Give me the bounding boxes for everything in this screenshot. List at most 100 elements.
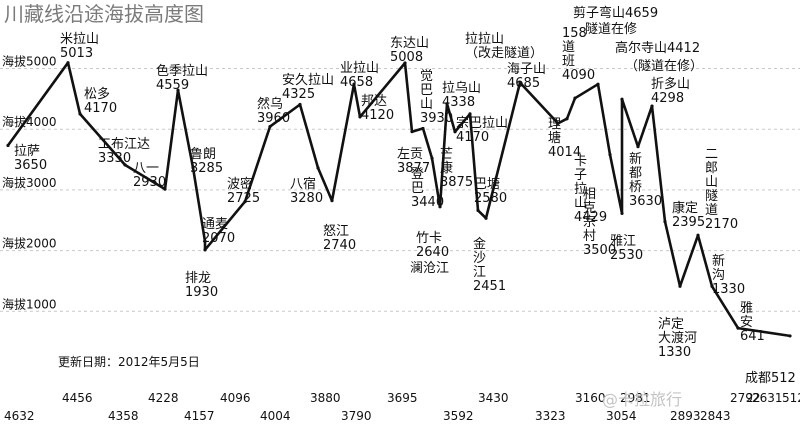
data-point xyxy=(518,81,522,85)
data-point xyxy=(330,199,334,203)
gridlines xyxy=(0,68,800,312)
point-label: 拉乌山 4338 xyxy=(442,80,481,110)
point-label: 左贡 3877 xyxy=(397,147,430,176)
data-point xyxy=(352,82,356,86)
point-label: 理塘 4014 xyxy=(548,117,581,160)
data-point xyxy=(468,112,472,116)
point-label: 排龙 1930 xyxy=(185,271,218,300)
data-point xyxy=(636,145,640,149)
mileage-marker: 512 xyxy=(782,391,800,405)
point-label: 拉萨 3650 xyxy=(14,144,47,173)
point-label: 宗巴拉山 4170 xyxy=(456,115,508,145)
mileage-marker: 3790 xyxy=(341,409,372,423)
point-label: 松多 4170 xyxy=(84,86,117,116)
point-label: 八一 2930 xyxy=(133,161,166,190)
data-point xyxy=(203,248,207,252)
point-label: 成都512 xyxy=(745,371,796,386)
data-point xyxy=(438,205,442,209)
data-point xyxy=(403,61,407,65)
point-label: 然乌 3960 xyxy=(257,96,290,126)
data-point xyxy=(123,163,127,167)
point-label: 二郎山隧道 2170 xyxy=(705,147,738,232)
data-point xyxy=(556,121,560,125)
point-label: 觉巴山 3930 xyxy=(420,69,453,126)
data-point xyxy=(243,199,247,204)
data-point xyxy=(736,326,740,330)
point-label: 海子山 4685 xyxy=(507,62,546,91)
point-label: 158 道班 4090 xyxy=(562,26,595,83)
data-point xyxy=(78,112,82,116)
y-axis-ticks: 海拔5000 海拔4000 海拔3000 海拔2000 海拔1000 xyxy=(2,54,57,312)
point-label: 业拉山 4658 xyxy=(340,61,379,90)
point-label: 鲁朗 3285 xyxy=(190,147,223,176)
mileage-marker: 4632 xyxy=(4,409,35,423)
mileage-marker: 2792 xyxy=(730,391,761,405)
point-label: 相克宗村 3500 xyxy=(583,187,616,258)
y-tick-label: 海拔3000 xyxy=(2,175,57,190)
mileage-marker: 3430 xyxy=(478,391,509,405)
point-label: 拉拉山（改走隧道） xyxy=(465,32,543,61)
chart-title: 川藏线沿途海拔高度图 xyxy=(4,2,204,26)
data-point xyxy=(66,61,70,65)
mileage-marker: 3054 xyxy=(606,409,637,423)
point-label: 澜沧江 xyxy=(410,260,449,276)
y-tick-label: 海拔4000 xyxy=(2,114,57,129)
data-point xyxy=(421,126,425,131)
point-label: 波密 2725 xyxy=(227,176,260,206)
point-label: 怒江 2740 xyxy=(323,224,356,253)
data-point xyxy=(163,187,167,191)
point-label: （隧道在修） xyxy=(625,58,703,74)
point-label: 康定 2395 xyxy=(672,200,705,230)
point-label: 八宿 3280 xyxy=(290,176,323,206)
data-point xyxy=(445,102,449,106)
data-point xyxy=(6,143,10,148)
mileage-marker: 2893 xyxy=(670,409,701,423)
update-date-note: 更新日期：2012年5月5日 xyxy=(58,354,200,369)
point-label: 泸定大渡河 1330 xyxy=(658,317,697,360)
data-point xyxy=(484,216,488,220)
data-point xyxy=(453,130,457,134)
data-point xyxy=(573,96,577,100)
mileage-marker: 4096 xyxy=(220,391,251,405)
data-point xyxy=(565,117,569,121)
y-tick-label: 海拔5000 xyxy=(2,54,57,69)
data-point xyxy=(410,130,414,134)
y-tick-label: 海拔1000 xyxy=(2,296,57,311)
point-label: 高尔寺山4412 xyxy=(615,40,700,56)
watermark: @卡拉旅行 xyxy=(602,390,682,409)
data-point xyxy=(596,82,600,86)
mileage-marker: 4228 xyxy=(148,391,179,405)
point-label: 东达山 5008 xyxy=(390,36,429,65)
data-point xyxy=(696,233,700,237)
data-point xyxy=(316,166,320,170)
point-label: 登巴 3440 xyxy=(411,167,444,210)
mileage-marker: 4358 xyxy=(108,409,139,423)
data-point xyxy=(476,208,480,212)
elevation-profile-line xyxy=(6,61,791,338)
point-label: 安久拉山 4325 xyxy=(282,73,334,102)
point-label: 竹卡 2640 xyxy=(416,231,449,260)
point-label: 工布江达 3330 xyxy=(98,137,150,166)
point-label: 邦达 4120 xyxy=(361,94,394,123)
mileage-marker: 3323 xyxy=(535,409,566,423)
data-point xyxy=(788,334,792,338)
data-point xyxy=(268,125,272,129)
mileage-marker: 4004 xyxy=(260,409,291,423)
mileage-marker: 3695 xyxy=(387,391,418,405)
point-label: 新沟 1330 xyxy=(712,253,745,297)
point-label: 通麦 2070 xyxy=(202,217,235,246)
point-label: 芒康 3875 xyxy=(440,146,473,190)
point-label: 新都桥 3630 xyxy=(629,151,662,209)
data-point xyxy=(176,88,180,92)
data-point xyxy=(710,284,714,288)
point-label: 雅安 641 xyxy=(740,301,765,344)
data-point xyxy=(620,211,624,216)
point-label: 剪子弯山4659 xyxy=(573,5,658,21)
y-tick-label: 海拔2000 xyxy=(2,236,57,251)
data-point xyxy=(650,104,654,108)
data-point xyxy=(430,156,434,160)
mileage-marker: 3592 xyxy=(443,409,474,423)
